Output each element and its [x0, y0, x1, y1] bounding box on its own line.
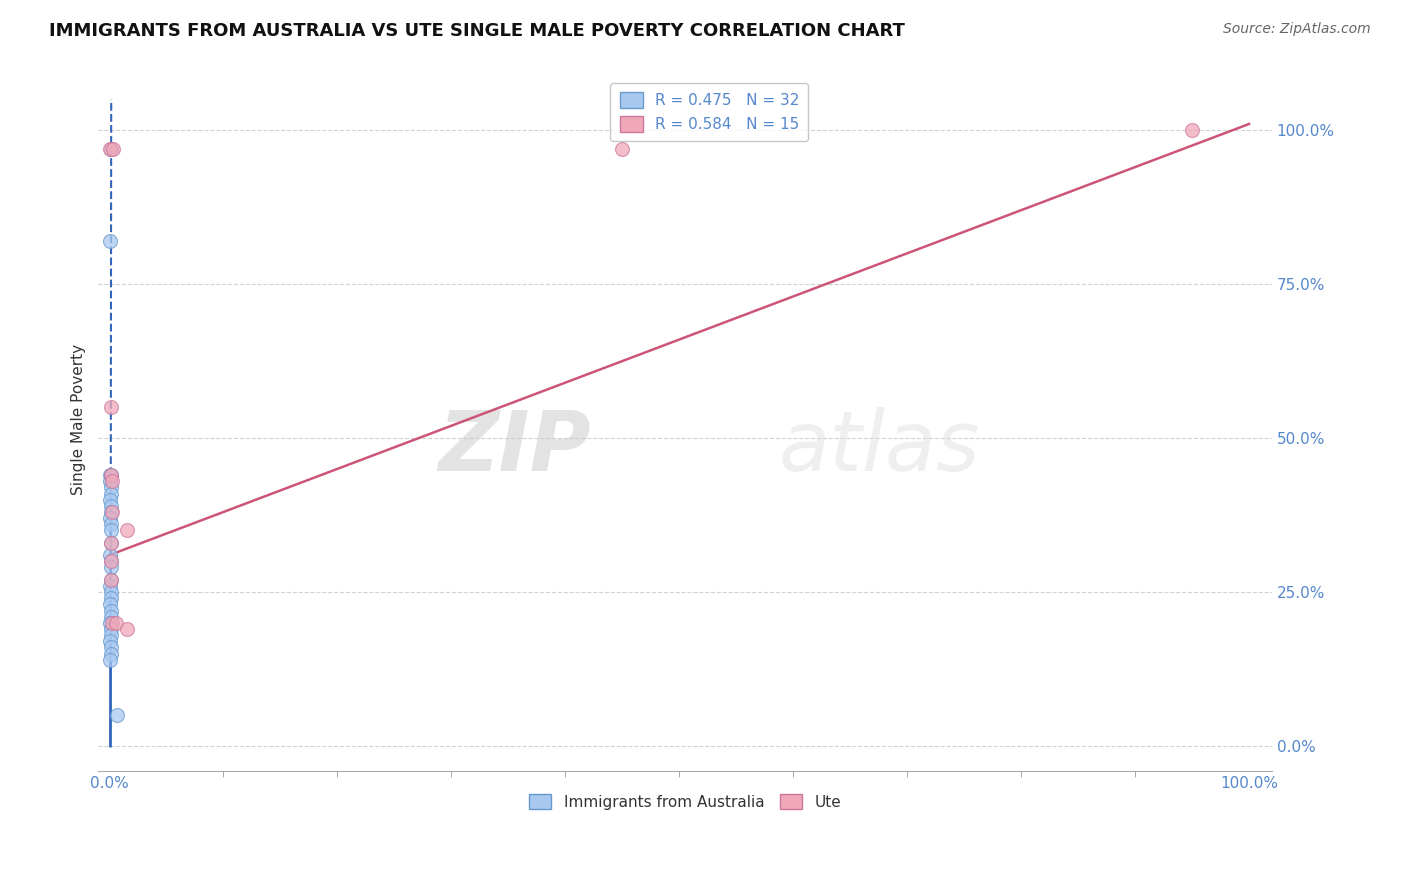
Legend: Immigrants from Australia, Ute: Immigrants from Australia, Ute — [523, 788, 848, 815]
Point — [100, 560, 122, 574]
Text: ZIP: ZIP — [439, 407, 591, 488]
Point — [100, 640, 122, 655]
Point — [115, 622, 138, 636]
Point — [115, 524, 138, 538]
Y-axis label: Single Male Poverty: Single Male Poverty — [72, 344, 86, 495]
Point — [100, 401, 122, 415]
Point — [100, 517, 122, 532]
Text: Source: ZipAtlas.com: Source: ZipAtlas.com — [1223, 22, 1371, 37]
Point — [98, 142, 121, 156]
Point — [98, 468, 121, 483]
Point — [100, 486, 122, 500]
Point — [100, 622, 122, 636]
Point — [100, 615, 122, 630]
Point — [107, 708, 129, 723]
Point — [100, 505, 122, 519]
Point — [100, 554, 122, 568]
Point — [100, 653, 122, 667]
Point — [100, 536, 122, 550]
Point — [100, 142, 122, 156]
Point — [100, 492, 122, 507]
Text: IMMIGRANTS FROM AUSTRALIA VS UTE SINGLE MALE POVERTY CORRELATION CHART: IMMIGRANTS FROM AUSTRALIA VS UTE SINGLE … — [49, 22, 905, 40]
Point — [100, 609, 122, 624]
Point — [100, 573, 122, 587]
Point — [1181, 123, 1204, 137]
Point — [612, 142, 634, 156]
Point — [100, 468, 122, 483]
Point — [100, 603, 122, 617]
Point — [100, 536, 122, 550]
Point — [100, 591, 122, 606]
Point — [100, 511, 122, 525]
Text: atlas: atlas — [779, 407, 980, 488]
Point — [100, 499, 122, 513]
Point — [100, 634, 122, 648]
Point — [100, 554, 122, 568]
Point — [100, 647, 122, 661]
Point — [98, 234, 121, 248]
Point — [100, 598, 122, 612]
Point — [101, 474, 124, 488]
Point — [100, 628, 122, 642]
Point — [100, 615, 122, 630]
Point — [101, 142, 124, 156]
Point — [100, 524, 122, 538]
Point — [100, 505, 122, 519]
Point — [100, 579, 122, 593]
Point — [98, 474, 121, 488]
Point — [100, 585, 122, 599]
Point — [100, 480, 122, 494]
Point — [100, 548, 122, 562]
Point — [100, 573, 122, 587]
Point — [105, 615, 128, 630]
Point — [100, 468, 122, 483]
